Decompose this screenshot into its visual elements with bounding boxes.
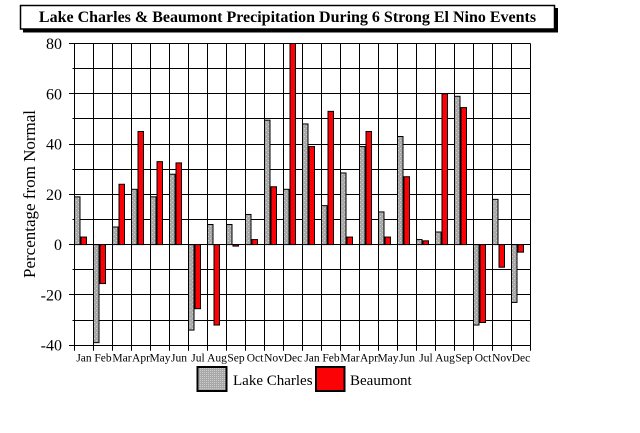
svg-text:60: 60	[46, 86, 62, 103]
svg-text:80: 80	[46, 36, 62, 53]
svg-text:Dec: Dec	[284, 353, 303, 365]
svg-text:Dec: Dec	[512, 353, 531, 365]
svg-text:Feb: Feb	[322, 353, 340, 365]
svg-text:Feb: Feb	[94, 353, 112, 365]
svg-text:Lake Charles: Lake Charles	[233, 373, 313, 389]
svg-text:Jul: Jul	[419, 353, 432, 365]
svg-text:Nov: Nov	[264, 353, 284, 365]
svg-text:Lake Charles & Beaumont Precip: Lake Charles & Beaumont Precipitation Du…	[39, 9, 536, 26]
svg-text:Aug: Aug	[435, 353, 455, 365]
svg-text:Oct: Oct	[247, 353, 264, 365]
svg-text:Jan: Jan	[304, 353, 320, 365]
svg-text:Apr: Apr	[132, 353, 150, 365]
svg-text:Sep: Sep	[227, 353, 245, 365]
svg-text:Percentage from Normal: Percentage from Normal	[20, 110, 39, 278]
svg-text:May: May	[149, 353, 170, 365]
svg-text:Mar: Mar	[340, 353, 359, 365]
svg-text:40: 40	[46, 137, 62, 154]
svg-text:20: 20	[46, 187, 62, 204]
svg-text:Mar: Mar	[112, 353, 131, 365]
svg-text:Nov: Nov	[492, 353, 512, 365]
svg-text:-20: -20	[41, 287, 62, 304]
svg-text:Sep: Sep	[455, 353, 473, 365]
svg-text:Jan: Jan	[76, 353, 92, 365]
svg-text:0: 0	[54, 237, 62, 254]
svg-text:Jun: Jun	[171, 353, 187, 365]
svg-text:-40: -40	[41, 338, 62, 355]
svg-text:Apr: Apr	[360, 353, 378, 365]
svg-text:Oct: Oct	[475, 353, 492, 365]
svg-text:May: May	[377, 353, 398, 365]
svg-text:Jun: Jun	[399, 353, 415, 365]
svg-text:Jul: Jul	[191, 353, 204, 365]
svg-text:Beaumont: Beaumont	[350, 373, 412, 389]
svg-text:Aug: Aug	[207, 353, 227, 365]
